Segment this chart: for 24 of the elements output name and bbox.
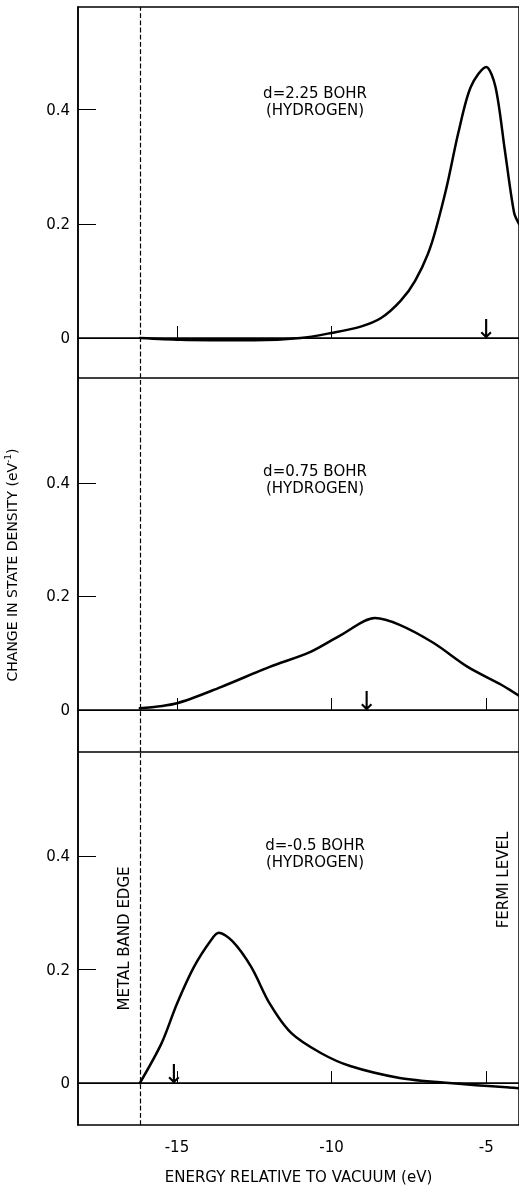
x-tick-label: -15 <box>164 1137 190 1156</box>
text: (HYDROGEN) <box>265 478 365 497</box>
y-tick-label: 0.4 <box>46 100 70 119</box>
y-axis-title: CHANGE IN STATE DENSITY (eV-1) <box>2 448 20 682</box>
y-tick-label: 0 <box>60 1074 70 1093</box>
ref-line-label: METAL BAND EDGE <box>115 866 134 1011</box>
text: d=2.25 BOHR <box>263 83 367 102</box>
y-tick-label: 0.2 <box>46 960 70 979</box>
text: (HYDROGEN) <box>265 100 365 119</box>
y-tick-label: 0.2 <box>46 214 70 233</box>
y-tick-label: 0.4 <box>46 473 70 492</box>
y-tick-label: 0.4 <box>46 847 70 866</box>
annotation: FERMI LEVEL <box>494 831 512 929</box>
annotation: ↓ <box>355 685 378 716</box>
x-tick-label: -10 <box>319 1137 344 1156</box>
x-axis-title: ENERGY RELATIVE TO VACUUM (eV) <box>164 1167 433 1186</box>
y-tick-label: 0 <box>60 329 70 348</box>
text: d=0.75 BOHR <box>263 461 367 480</box>
text: d=-0.5 BOHR <box>265 835 365 854</box>
x-tick-label: -5 <box>478 1137 494 1156</box>
y-tick-label: 0 <box>60 701 70 719</box>
annotation: ↓ <box>162 1058 185 1089</box>
text: (HYDROGEN) <box>265 852 365 871</box>
y-tick-label: 0.2 <box>46 587 70 606</box>
